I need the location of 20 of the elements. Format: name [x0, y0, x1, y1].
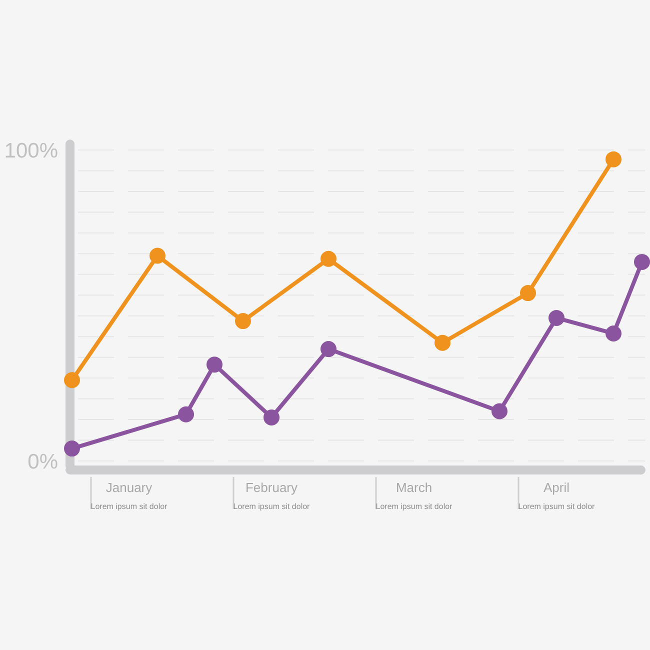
- point: [178, 406, 194, 422]
- point: [206, 356, 222, 373]
- point: [235, 313, 251, 330]
- x-tick-label: February Lorem ipsum sit dolor: [233, 480, 310, 511]
- point: [320, 250, 336, 267]
- point: [150, 248, 166, 264]
- x-tick-label: January Lorem ipsum sit dolor: [90, 480, 168, 511]
- point: [434, 334, 450, 351]
- point: [520, 285, 536, 302]
- point: [606, 151, 622, 168]
- x-tick-label: April Lorem ipsum sit dolor: [518, 480, 596, 511]
- point: [548, 310, 564, 326]
- point: [606, 325, 622, 342]
- point: [64, 372, 80, 388]
- x-tick-label: March Lorem ipsum sit dolor: [376, 480, 453, 511]
- point: [634, 254, 650, 270]
- point: [492, 403, 508, 420]
- point: [64, 440, 80, 457]
- point: [264, 409, 280, 426]
- point: [320, 341, 336, 358]
